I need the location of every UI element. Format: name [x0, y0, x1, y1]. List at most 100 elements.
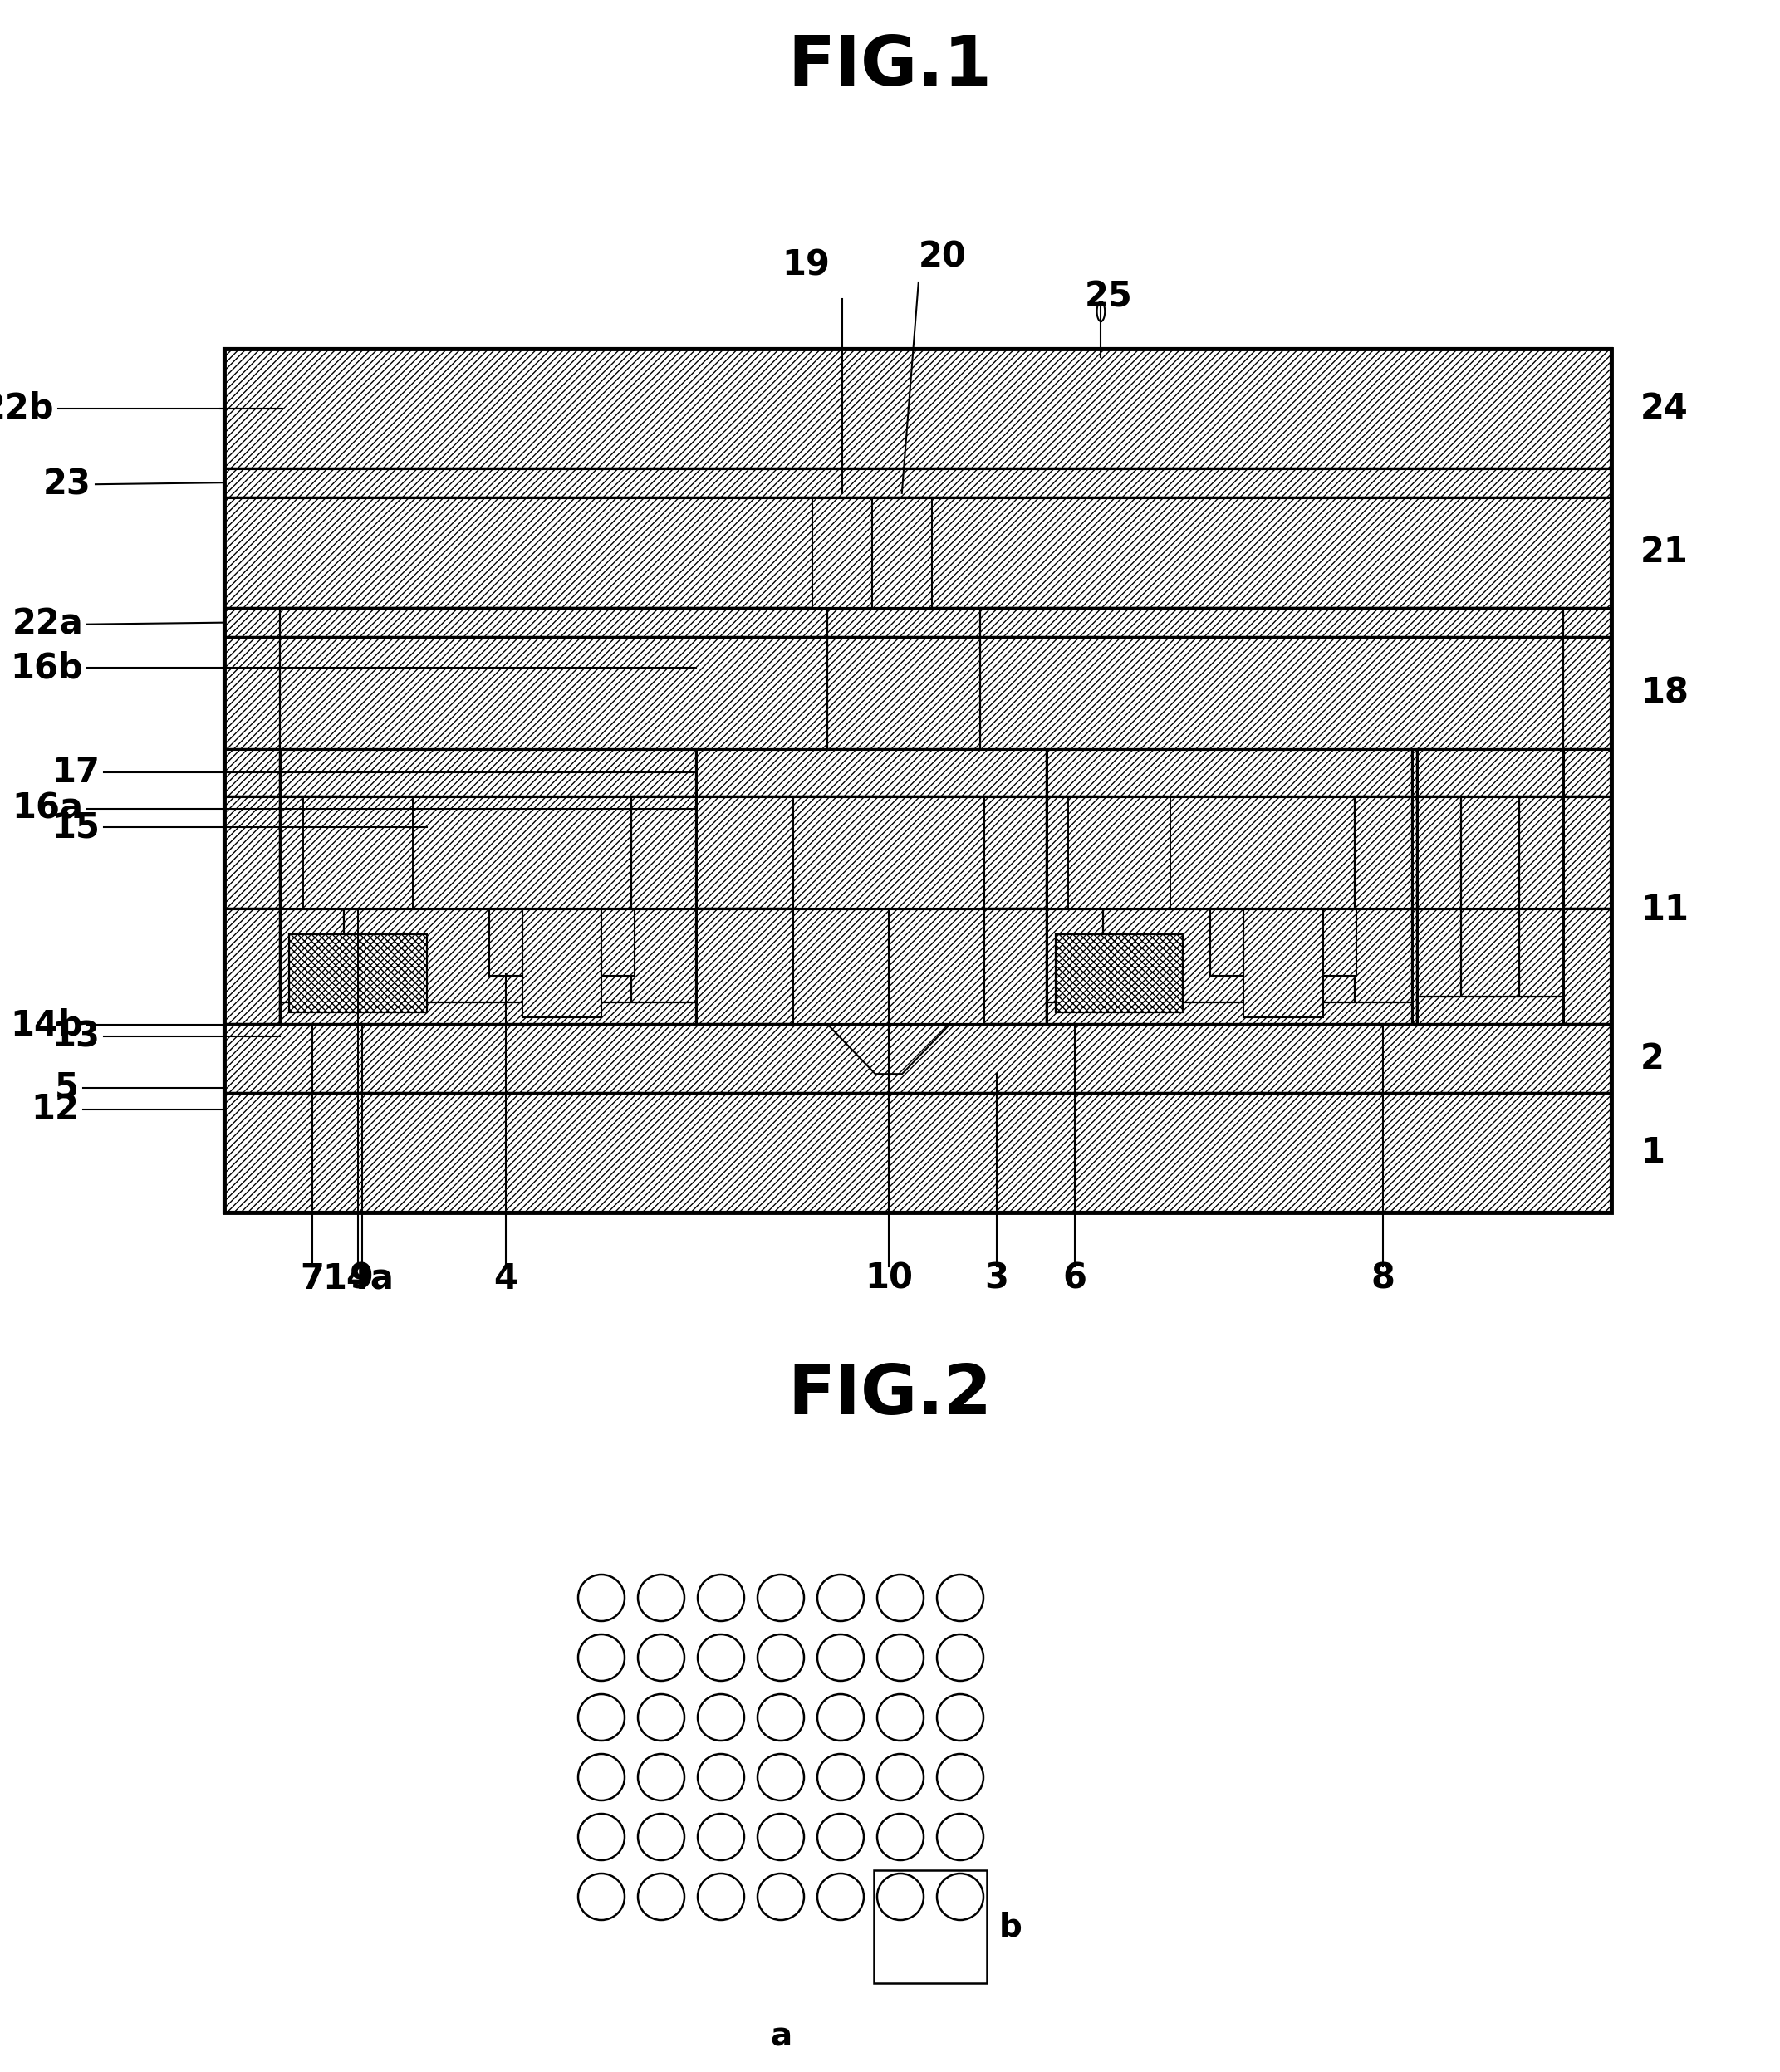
Circle shape — [578, 1813, 625, 1861]
Bar — [224, 796, 1611, 908]
Text: FIG.2: FIG.2 — [787, 1361, 991, 1430]
Bar — [1047, 1003, 1412, 1024]
Text: 4: 4 — [493, 1262, 518, 1297]
Circle shape — [878, 1873, 924, 1921]
Bar — [224, 348, 1611, 1212]
Text: 24: 24 — [1641, 392, 1689, 427]
Circle shape — [817, 1575, 863, 1620]
Bar — [224, 908, 1611, 1024]
Circle shape — [878, 1753, 924, 1801]
Bar — [224, 748, 1611, 796]
Text: FIG.1: FIG.1 — [787, 33, 991, 99]
Circle shape — [878, 1635, 924, 1680]
Text: 18: 18 — [1641, 675, 1689, 711]
Bar — [279, 748, 696, 796]
Bar — [792, 796, 984, 1024]
Circle shape — [878, 1695, 924, 1740]
Bar — [279, 796, 344, 1024]
Circle shape — [817, 1695, 863, 1740]
Bar — [1417, 796, 1461, 1024]
Bar — [1323, 908, 1356, 976]
Circle shape — [936, 1575, 983, 1620]
Bar — [1417, 748, 1563, 1024]
Text: 13: 13 — [52, 1019, 100, 1055]
Circle shape — [578, 1635, 625, 1680]
Bar — [224, 497, 1611, 607]
Circle shape — [817, 1813, 863, 1861]
Text: a: a — [771, 2022, 792, 2053]
Text: 14a: 14a — [322, 1262, 393, 1297]
Bar — [279, 607, 828, 638]
Circle shape — [698, 1813, 744, 1861]
Bar — [872, 497, 931, 607]
Bar — [279, 1003, 696, 1024]
Circle shape — [578, 1695, 625, 1740]
Bar — [1068, 796, 1169, 908]
Text: 8: 8 — [1371, 1262, 1396, 1297]
Bar — [1047, 796, 1104, 1024]
Text: 14b: 14b — [11, 1007, 84, 1042]
Circle shape — [878, 1813, 924, 1861]
Circle shape — [936, 1695, 983, 1740]
Circle shape — [936, 1813, 983, 1861]
Circle shape — [878, 1575, 924, 1620]
Bar — [224, 638, 1611, 748]
Bar — [1244, 908, 1323, 1017]
Bar — [290, 934, 427, 1013]
Circle shape — [637, 1753, 685, 1801]
Bar — [303, 796, 413, 908]
Text: 21: 21 — [1641, 535, 1689, 570]
Bar — [1047, 748, 1412, 1024]
Circle shape — [637, 1575, 685, 1620]
Bar — [981, 638, 1563, 748]
Circle shape — [758, 1635, 805, 1680]
Bar — [981, 607, 1563, 638]
Text: 17: 17 — [52, 754, 100, 789]
Circle shape — [936, 1753, 983, 1801]
Bar — [490, 908, 523, 976]
Circle shape — [698, 1753, 744, 1801]
Text: 10: 10 — [865, 1262, 913, 1297]
Text: 7: 7 — [301, 1262, 324, 1297]
Bar — [523, 908, 602, 1017]
Text: 6: 6 — [1063, 1262, 1088, 1297]
Bar — [1056, 934, 1184, 1013]
Bar — [1355, 796, 1412, 1024]
Circle shape — [817, 1635, 863, 1680]
Text: 12: 12 — [30, 1092, 78, 1127]
Bar — [224, 348, 1611, 1212]
Text: 11: 11 — [1641, 893, 1689, 928]
Circle shape — [758, 1753, 805, 1801]
Circle shape — [637, 1873, 685, 1921]
Text: 22b: 22b — [0, 392, 53, 427]
Bar — [224, 1094, 1611, 1212]
Circle shape — [758, 1575, 805, 1620]
Bar — [279, 748, 696, 1024]
Bar — [632, 796, 696, 1024]
Text: 16a: 16a — [12, 792, 84, 827]
Circle shape — [578, 1753, 625, 1801]
Text: 16b: 16b — [11, 651, 84, 686]
Text: 19: 19 — [781, 247, 829, 282]
Circle shape — [637, 1635, 685, 1680]
Bar — [1047, 748, 1412, 796]
Circle shape — [758, 1873, 805, 1921]
Text: 2: 2 — [1641, 1042, 1664, 1075]
Text: 22a: 22a — [12, 607, 84, 642]
Text: 20: 20 — [918, 238, 967, 274]
Circle shape — [637, 1695, 685, 1740]
Circle shape — [698, 1575, 744, 1620]
Circle shape — [817, 1873, 863, 1921]
Text: 9: 9 — [351, 1262, 374, 1297]
Circle shape — [698, 1873, 744, 1921]
Bar — [224, 468, 1611, 497]
Bar — [224, 1024, 1611, 1094]
Bar — [279, 748, 696, 1024]
Text: b: b — [999, 1910, 1022, 1941]
Circle shape — [758, 1695, 805, 1740]
Circle shape — [578, 1575, 625, 1620]
Text: 15: 15 — [52, 810, 100, 845]
Circle shape — [698, 1635, 744, 1680]
Text: 1: 1 — [1641, 1135, 1664, 1171]
Text: 25: 25 — [1084, 280, 1132, 315]
